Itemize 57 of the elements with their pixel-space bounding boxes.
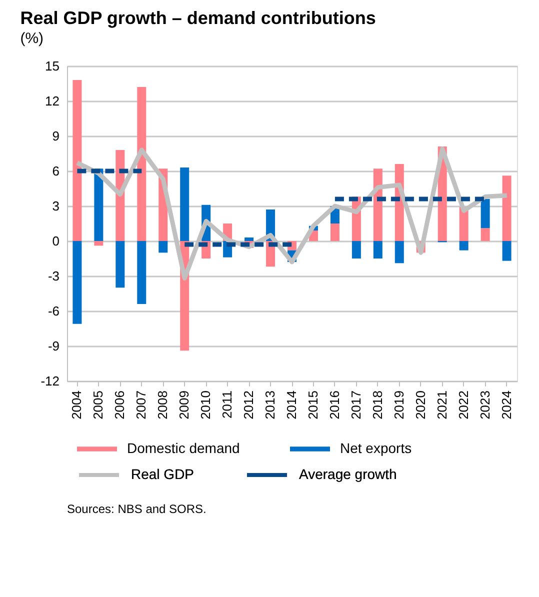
- legend-label: Net exports: [340, 440, 412, 456]
- x-tick-label: 2007: [134, 390, 149, 420]
- x-tick-label: 2018: [370, 390, 385, 420]
- y-tick-label: -3: [48, 268, 60, 284]
- y-tick-label: 0: [52, 234, 60, 248]
- bar: [137, 87, 146, 241]
- x-tick-label: 2004: [69, 390, 84, 420]
- bar: [180, 168, 190, 241]
- bar: [459, 241, 468, 250]
- bar: [352, 241, 361, 258]
- y-tick-label: -6: [48, 304, 60, 318]
- x-tick-label: 2010: [198, 390, 214, 420]
- x-tick-label: 2020: [412, 390, 428, 420]
- x-tick-label: 2005: [90, 390, 106, 420]
- bar: [502, 241, 512, 261]
- bar: [158, 241, 168, 253]
- x-tick-label: 2021: [434, 390, 450, 420]
- y-tick-label: 3: [52, 198, 60, 214]
- bar: [480, 228, 490, 241]
- y-tick-label: 12: [45, 94, 60, 108]
- x-tick-label: 2012: [241, 390, 256, 420]
- x-tick-label: 2016: [326, 390, 342, 420]
- bar: [330, 224, 340, 241]
- x-tick-label: 2022: [456, 390, 471, 420]
- bar: [72, 80, 82, 241]
- legend-label: Real GDP: [131, 466, 194, 482]
- y-tick-label: 6: [52, 164, 60, 178]
- bar: [137, 241, 146, 304]
- bar: [94, 241, 104, 246]
- y-tick-label: 15: [45, 58, 60, 74]
- x-tick-label: 2024: [498, 390, 514, 420]
- bar: [116, 241, 125, 288]
- y-tick-label: 9: [52, 128, 60, 144]
- chart-title: Real GDP growth – demand contributions: [20, 8, 376, 28]
- y-tick-label: -12: [40, 374, 60, 388]
- x-tick-label: 2008: [155, 390, 170, 420]
- bar: [244, 238, 254, 241]
- x-tick-label: 2014: [284, 390, 299, 420]
- x-tick-label: 2013: [262, 390, 278, 420]
- x-tick-label: 2023: [477, 390, 492, 420]
- x-tick-label: 2011: [220, 390, 235, 418]
- bar: [502, 176, 512, 241]
- x-tick-label: 2009: [176, 390, 192, 420]
- bar: [373, 241, 382, 258]
- bar: [72, 241, 82, 324]
- x-tick-label: 2019: [391, 390, 406, 420]
- x-tick-label: 2015: [305, 390, 320, 420]
- y-tick-label: -9: [48, 338, 60, 354]
- bar: [94, 168, 104, 241]
- x-tick-label: 2006: [112, 390, 128, 420]
- bar: [394, 241, 404, 264]
- bar: [480, 199, 490, 228]
- source-note: Sources: NBS and SORS.: [67, 502, 206, 516]
- legend-label: Average growth: [299, 466, 397, 482]
- legend-label: Domestic demand: [127, 440, 240, 456]
- chart-subtitle: (%): [20, 30, 44, 47]
- x-tick-label: 2017: [348, 390, 364, 420]
